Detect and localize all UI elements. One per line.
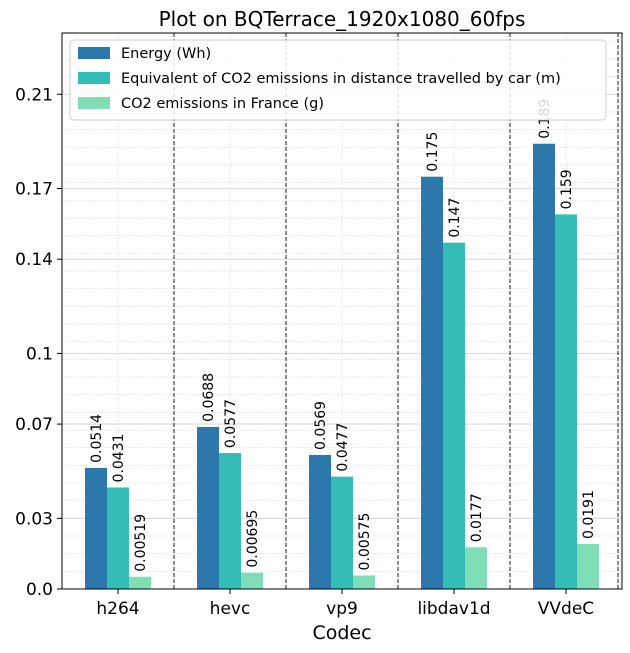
legend-swatch xyxy=(78,97,110,109)
y-tick-label: 0.0 xyxy=(26,580,53,600)
x-axis-ticks: h264 hevc vp9 libdav1d VVdeC xyxy=(96,589,594,619)
bar-hevc-series-1 xyxy=(197,426,219,589)
data-label: 0.0577 xyxy=(223,399,239,448)
data-label: 0.00519 xyxy=(133,514,149,572)
bars xyxy=(85,143,599,590)
data-label: 0.0688 xyxy=(201,373,217,422)
legend-box xyxy=(69,39,607,121)
bar-h264-series-3 xyxy=(129,576,151,589)
data-label: 0.0569 xyxy=(313,401,329,450)
y-axis-ticks: 0.0 0.03 0.07 0.1 0.14 0.17 0.21 xyxy=(15,85,62,600)
legend-swatch xyxy=(78,72,110,84)
data-label: 0.175 xyxy=(425,132,441,172)
data-label: 0.00575 xyxy=(357,513,373,571)
bar-libdav1d-series-1 xyxy=(421,176,443,590)
chart-title: Plot on BQTerrace_1920x1080_60fps xyxy=(159,7,526,31)
y-tick-label: 0.03 xyxy=(15,509,53,529)
data-label: 0.0477 xyxy=(335,423,351,472)
bar-VVdeC-series-1 xyxy=(533,143,555,589)
x-tick-label: vp9 xyxy=(326,599,358,619)
data-label: 0.0431 xyxy=(111,433,127,482)
data-label: 0.159 xyxy=(559,169,575,209)
y-tick-label: 0.07 xyxy=(15,415,53,435)
category-separators xyxy=(173,33,619,589)
bar-h264-series-2 xyxy=(107,487,129,589)
data-label: 0.00695 xyxy=(245,510,261,568)
data-labels: 0.0514 0.0431 0.00519 0.0688 0.0577 0.00695 0.… xyxy=(89,99,597,572)
x-tick-label: libdav1d xyxy=(417,599,490,619)
bar-VVdeC-series-2 xyxy=(555,214,577,589)
bar-vp9-series-1 xyxy=(309,454,331,589)
y-tick-label: 0.14 xyxy=(15,250,53,270)
bar-h264-series-1 xyxy=(85,467,107,589)
bar-libdav1d-series-2 xyxy=(443,242,465,589)
bar-vp9-series-2 xyxy=(331,476,353,589)
data-label: 0.0191 xyxy=(581,490,597,539)
x-tick-label: hevc xyxy=(210,599,251,619)
bar-VVdeC-series-3 xyxy=(577,544,599,589)
y-tick-label: 0.21 xyxy=(15,85,53,105)
legend-label: Equivalent of CO2 emissions in distance … xyxy=(121,71,561,87)
y-tick-label: 0.1 xyxy=(26,344,53,364)
legend-label: CO2 emissions in France (g) xyxy=(121,96,324,112)
data-label: 0.0514 xyxy=(89,414,105,463)
x-tick-label: VVdeC xyxy=(538,599,594,619)
bar-hevc-series-2 xyxy=(219,453,241,589)
data-label: 0.0177 xyxy=(469,493,485,542)
bar-libdav1d-series-3 xyxy=(465,547,487,589)
legend: Energy (Wh) Equivalent of CO2 emissions i… xyxy=(69,39,607,121)
data-label: 0.147 xyxy=(447,198,463,238)
y-tick-label: 0.17 xyxy=(15,179,53,199)
x-tick-label: h264 xyxy=(96,599,139,619)
legend-label: Energy (Wh) xyxy=(121,46,211,62)
bar-vp9-series-3 xyxy=(353,575,375,589)
x-axis-label: Codec xyxy=(312,622,371,644)
bar-hevc-series-3 xyxy=(241,572,263,589)
legend-swatch xyxy=(78,47,110,59)
